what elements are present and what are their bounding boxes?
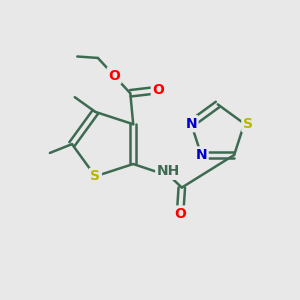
Text: O: O xyxy=(174,207,186,221)
Text: S: S xyxy=(243,117,253,131)
Text: S: S xyxy=(90,169,100,183)
Text: O: O xyxy=(152,83,164,97)
Text: N: N xyxy=(196,148,207,162)
Text: O: O xyxy=(108,69,120,82)
Text: NH: NH xyxy=(157,164,180,178)
Text: N: N xyxy=(185,117,197,131)
